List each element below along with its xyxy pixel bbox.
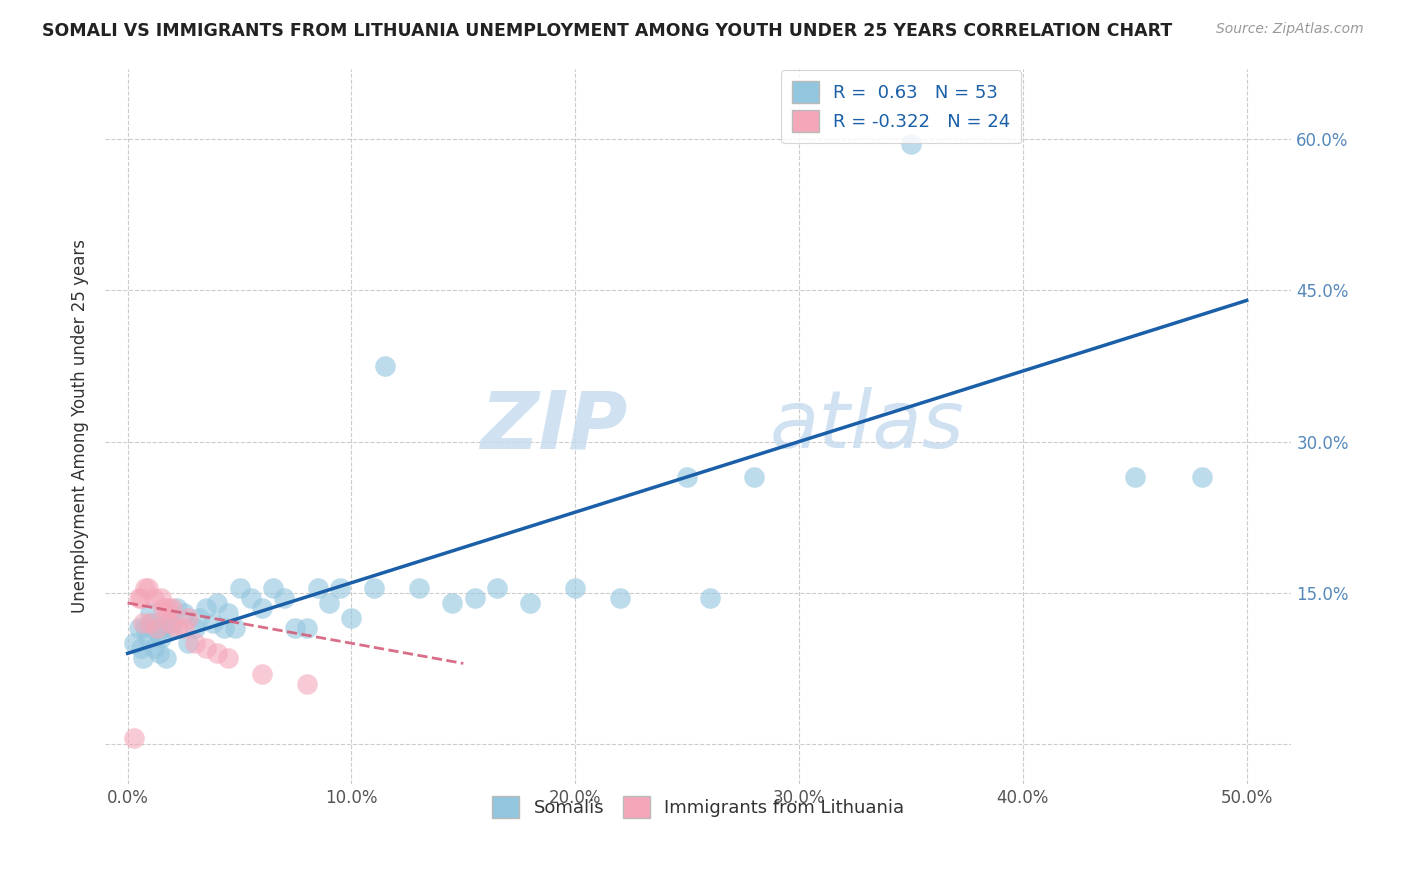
Point xyxy=(129,641,152,656)
Point xyxy=(1123,470,1146,484)
Point xyxy=(564,581,586,595)
Point xyxy=(173,621,195,635)
Point xyxy=(156,616,179,631)
Point xyxy=(609,591,631,605)
Point xyxy=(463,591,485,605)
Point xyxy=(212,621,235,635)
Point xyxy=(177,636,200,650)
Point xyxy=(201,616,224,631)
Point xyxy=(150,591,173,605)
Text: Source: ZipAtlas.com: Source: ZipAtlas.com xyxy=(1216,22,1364,37)
Point xyxy=(162,601,184,615)
Point xyxy=(239,591,262,605)
Point xyxy=(676,470,699,484)
Point xyxy=(155,651,177,665)
Point xyxy=(318,596,340,610)
Point xyxy=(340,611,363,625)
Y-axis label: Unemployment Among Youth under 25 years: Unemployment Among Youth under 25 years xyxy=(72,239,89,614)
Point xyxy=(152,601,174,615)
Point xyxy=(124,636,146,650)
Point xyxy=(155,606,177,620)
Point xyxy=(143,591,166,605)
Text: atlas: atlas xyxy=(769,387,965,466)
Point xyxy=(136,581,159,595)
Point xyxy=(228,581,250,595)
Point xyxy=(284,621,307,635)
Point xyxy=(224,621,246,635)
Point xyxy=(143,641,166,656)
Point xyxy=(295,676,318,690)
Point xyxy=(156,601,179,615)
Point xyxy=(374,359,396,373)
Point xyxy=(166,601,188,615)
Point xyxy=(273,591,295,605)
Point xyxy=(699,591,721,605)
Point xyxy=(205,596,228,610)
Point xyxy=(145,626,167,640)
Point xyxy=(900,137,922,152)
Point xyxy=(363,581,385,595)
Point xyxy=(184,636,207,650)
Point xyxy=(148,646,170,660)
Point xyxy=(194,641,217,656)
Point xyxy=(145,621,167,635)
Point xyxy=(136,631,159,645)
Point xyxy=(141,616,163,631)
Point xyxy=(217,606,239,620)
Point xyxy=(139,606,162,620)
Point xyxy=(217,651,239,665)
Point xyxy=(519,596,541,610)
Point xyxy=(177,611,200,625)
Point xyxy=(132,616,155,631)
Point xyxy=(485,581,508,595)
Point xyxy=(134,621,156,635)
Point xyxy=(132,651,155,665)
Point xyxy=(166,621,188,635)
Point xyxy=(194,601,217,615)
Point xyxy=(1191,470,1213,484)
Point xyxy=(159,616,181,631)
Point xyxy=(250,666,273,681)
Text: ZIP: ZIP xyxy=(479,387,627,466)
Point xyxy=(250,601,273,615)
Point xyxy=(408,581,430,595)
Point xyxy=(184,621,207,635)
Point xyxy=(205,646,228,660)
Point xyxy=(128,621,150,635)
Point xyxy=(329,581,352,595)
Point xyxy=(162,621,184,635)
Point xyxy=(173,606,195,620)
Point xyxy=(129,591,152,605)
Point xyxy=(295,621,318,635)
Point xyxy=(128,591,150,605)
Point xyxy=(150,631,173,645)
Point xyxy=(139,616,162,631)
Point xyxy=(742,470,765,484)
Legend: Somalis, Immigrants from Lithuania: Somalis, Immigrants from Lithuania xyxy=(485,789,911,825)
Point xyxy=(134,581,156,595)
Point xyxy=(307,581,329,595)
Text: SOMALI VS IMMIGRANTS FROM LITHUANIA UNEMPLOYMENT AMONG YOUTH UNDER 25 YEARS CORR: SOMALI VS IMMIGRANTS FROM LITHUANIA UNEM… xyxy=(42,22,1173,40)
Point xyxy=(152,621,174,635)
Point xyxy=(188,611,211,625)
Point xyxy=(124,731,146,745)
Point xyxy=(441,596,464,610)
Point xyxy=(262,581,284,595)
